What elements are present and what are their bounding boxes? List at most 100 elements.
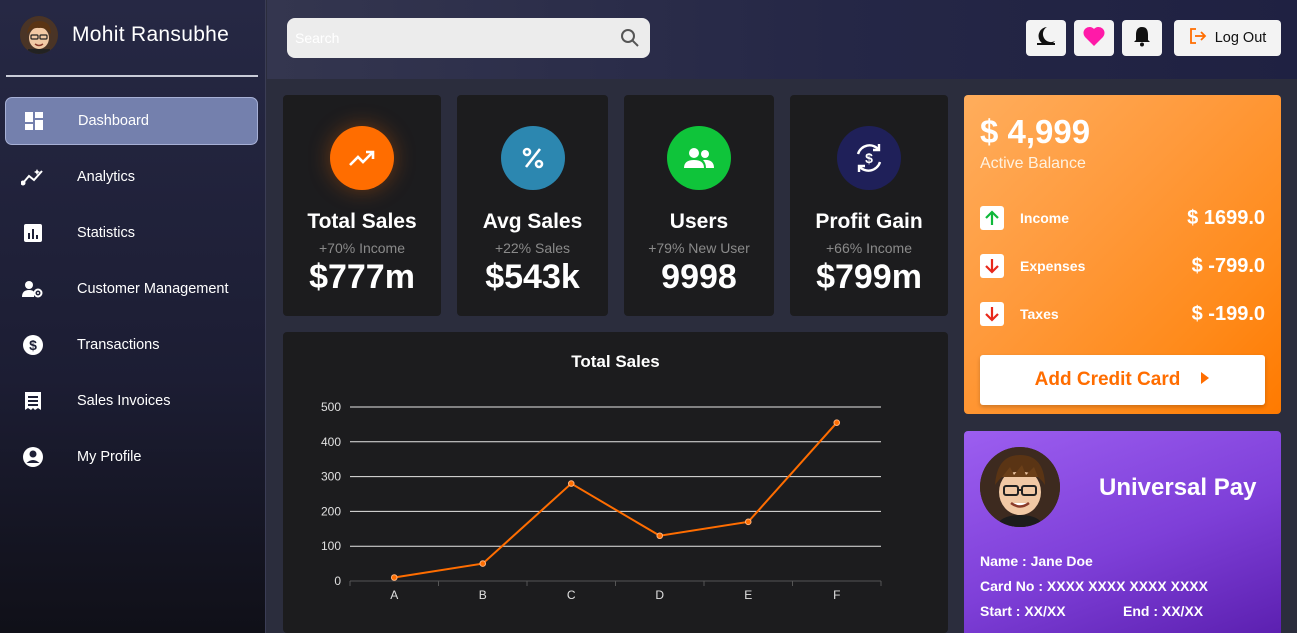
sidebar-item-label: My Profile (77, 449, 142, 465)
x-tick-label: F (833, 588, 840, 602)
universal-pay-card: Universal Pay Name : Jane Doe Card No : … (964, 431, 1281, 633)
x-tick-label: B (479, 588, 487, 602)
y-tick-label: 100 (321, 539, 341, 553)
x-tick-label: E (744, 588, 752, 602)
analytics-icon (21, 165, 45, 189)
arrow-down-icon (980, 302, 1004, 326)
chart-title: Total Sales (571, 352, 660, 371)
sidebar-item-dashboard[interactable]: Dashboard (5, 97, 258, 145)
pay-card-start: Start : XX/XX (980, 603, 1066, 619)
statistics-icon (21, 221, 45, 245)
favorites-button[interactable] (1074, 20, 1114, 56)
logout-label: Log Out (1214, 30, 1267, 46)
y-tick-label: 200 (321, 504, 341, 518)
sidebar-item-label: Dashboard (78, 113, 149, 129)
balance-amount: $ 4,999 (980, 113, 1091, 150)
sidebar: Mohit Ransubhe Dashboard Analytics Stati… (0, 0, 266, 633)
sidebar-item-sales-invoices[interactable]: Sales Invoices (5, 377, 258, 425)
stat-title: Profit Gain (815, 210, 923, 233)
theme-toggle-button[interactable] (1026, 20, 1066, 56)
sidebar-item-label: Customer Management (77, 281, 229, 297)
sidebar-divider (6, 75, 258, 77)
search-input[interactable] (287, 18, 607, 58)
sidebar-item-label: Statistics (77, 225, 136, 241)
sidebar-item-transactions[interactable]: $ Transactions (5, 321, 258, 369)
avatar (980, 447, 1060, 527)
stat-card-users: Users +79% New User 9998 (624, 95, 774, 316)
x-tick-label: C (567, 588, 576, 602)
balance-row-name: Income (1020, 210, 1070, 226)
arrow-down-icon (980, 254, 1004, 278)
stat-title: Users (669, 210, 729, 233)
notifications-button[interactable] (1122, 20, 1162, 56)
pay-card-number: Card No : XXXX XXXX XXXX XXXX (980, 578, 1208, 594)
stat-subtitle: +66% Income (826, 240, 912, 256)
balance-row-value: $ -199.0 (1191, 302, 1265, 325)
stat-title: Avg Sales (482, 210, 583, 233)
balance-row-name: Taxes (1020, 306, 1059, 322)
x-tick-label: A (390, 588, 398, 602)
logout-icon (1189, 27, 1207, 49)
pay-card-name: Name : Jane Doe (980, 553, 1093, 569)
pay-card-end: End : XX/XX (1123, 603, 1204, 619)
search-bar (287, 18, 650, 58)
sidebar-item-analytics[interactable]: Analytics (5, 153, 258, 201)
series-line (394, 421, 838, 579)
balance-label: Active Balance (980, 155, 1086, 172)
sidebar-profile[interactable]: Mohit Ransubhe (20, 16, 229, 54)
stat-subtitle: +79% New User (648, 240, 750, 256)
balance-row-value: $ 1699.0 (1187, 206, 1265, 229)
sidebar-item-statistics[interactable]: Statistics (5, 209, 258, 257)
stat-subtitle: +70% Income (319, 240, 405, 256)
logout-button[interactable]: Log Out (1174, 20, 1281, 56)
dashboard-icon (22, 109, 46, 133)
stat-value: $799m (816, 258, 922, 296)
customer-management-icon (21, 277, 45, 301)
sidebar-item-label: Transactions (77, 337, 160, 353)
sidebar-nav: Dashboard Analytics Statistics Customer … (5, 97, 258, 489)
balance-card: $ 4,999 Active Balance Income $ 1699.0 E… (964, 95, 1281, 414)
balance-row-taxes: Taxes $ -199.0 (980, 301, 1265, 327)
stat-value: $543k (485, 258, 580, 296)
data-point (656, 532, 664, 540)
balance-row-expenses: Expenses $ -799.0 (980, 253, 1265, 279)
bell-icon (1132, 25, 1152, 52)
receipt-icon (21, 389, 45, 413)
balance-row-name: Expenses (1020, 258, 1086, 274)
search-icon[interactable] (620, 28, 640, 53)
add-credit-card-label: Add Credit Card (1034, 369, 1181, 390)
stat-value: 9998 (661, 258, 737, 296)
stat-value: $777m (309, 258, 415, 296)
y-tick-label: 400 (321, 435, 341, 449)
sidebar-item-my-profile[interactable]: My Profile (5, 433, 258, 481)
sidebar-item-label: Sales Invoices (77, 393, 171, 409)
stat-subtitle: +22% Sales (494, 240, 571, 256)
svg-text:$: $ (865, 150, 873, 166)
line-chart: 0 100 200 300 400 500 A B C D E F (321, 400, 882, 602)
avatar[interactable] (20, 16, 58, 54)
stat-title: Total Sales (307, 210, 417, 233)
data-point (390, 574, 398, 581)
sidebar-item-label: Analytics (77, 169, 136, 185)
trending-up-icon (330, 126, 394, 190)
data-point (833, 419, 841, 426)
arrow-up-icon (980, 206, 1004, 230)
x-tick-label: D (655, 588, 664, 602)
balance-row-value: $ -799.0 (1191, 254, 1265, 277)
profile-name: Mohit Ransubhe (72, 23, 230, 46)
moon-icon (1035, 25, 1057, 52)
y-tick-label: 0 (334, 574, 341, 588)
heart-icon (1082, 25, 1106, 52)
pay-card-title: Universal Pay (1099, 474, 1257, 501)
y-tick-label: 500 (321, 400, 341, 414)
sidebar-item-customer-management[interactable]: Customer Management (5, 265, 258, 313)
balance-row-income: Income $ 1699.0 (980, 205, 1265, 231)
currency-exchange-icon: $ (837, 126, 901, 190)
total-sales-chart-card: Total Sales 0 100 200 300 400 500 A B C D E F (283, 332, 948, 633)
percent-icon (500, 126, 565, 190)
add-credit-card-button[interactable]: Add Credit Card (980, 355, 1265, 405)
users-icon (667, 126, 731, 190)
top-bar: Log Out (267, 0, 1297, 79)
data-point (744, 518, 752, 526)
stat-card-avg-sales: Avg Sales +22% Sales $543k (457, 95, 608, 316)
